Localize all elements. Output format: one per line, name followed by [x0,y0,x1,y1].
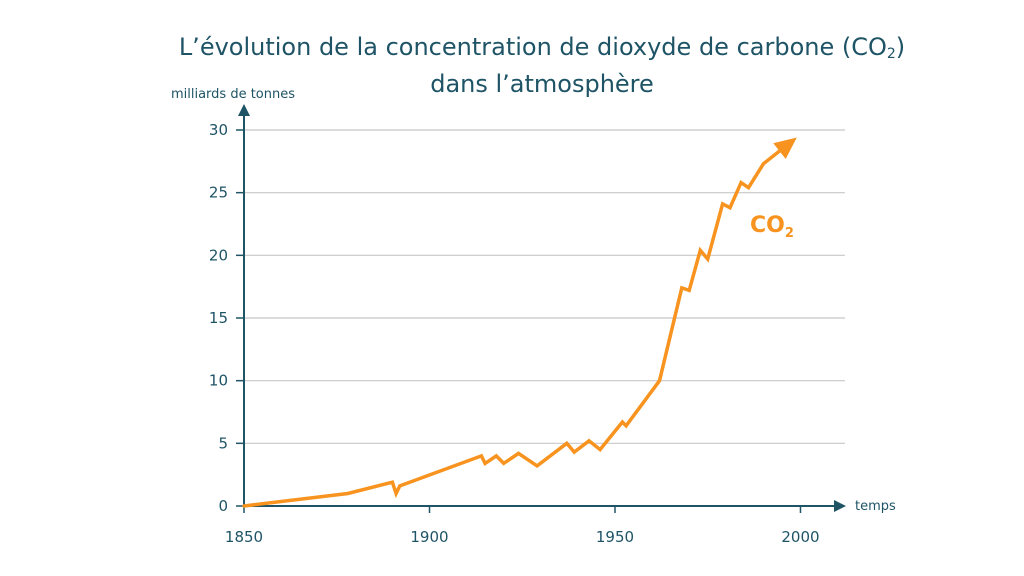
series-line-co2 [242,143,790,508]
x-tick-label-2000: 2000 [781,528,819,546]
series-arrowhead-co2 [773,137,797,159]
y-tick-label-25: 25 [209,184,228,202]
title-line-1: L’évolution de la concentration de dioxy… [0,32,1024,69]
x-tick-label-1900: 1900 [410,528,448,546]
x-axis-label: temps [855,499,896,514]
axes [236,104,846,513]
y-axis-arrow [238,104,250,116]
y-tick-label-10: 10 [209,372,228,390]
title-subscript: 2 [886,46,896,62]
title-line-1-end: ) [895,33,906,61]
y-tick-label-30: 30 [209,121,228,139]
title-line-1-text: L’évolution de la concentration de dioxy… [178,33,887,61]
y-tick-label-0: 0 [218,497,228,515]
title-line-2: dans l’atmosphère [430,70,654,98]
chart-title: L’évolution de la concentration de dioxy… [0,32,1024,99]
tick-labels: 0 5 10 15 20 25 30 1850 1900 1950 2000 [209,121,820,546]
x-tick-label-1850: 1850 [225,528,263,546]
y-axis-label: milliards de tonnes [171,87,295,102]
series-label-co2: CO2 [750,213,794,241]
y-tick-label-15: 15 [209,309,228,327]
series-label-subscript: 2 [785,226,794,241]
y-tick-label-20: 20 [209,246,228,264]
x-axis-arrow [834,500,846,512]
x-tick-label-1950: 1950 [596,528,634,546]
series-label-text: CO [750,213,785,238]
series-layer [242,137,797,508]
grid-lines [244,129,845,444]
y-tick-label-5: 5 [218,434,228,452]
